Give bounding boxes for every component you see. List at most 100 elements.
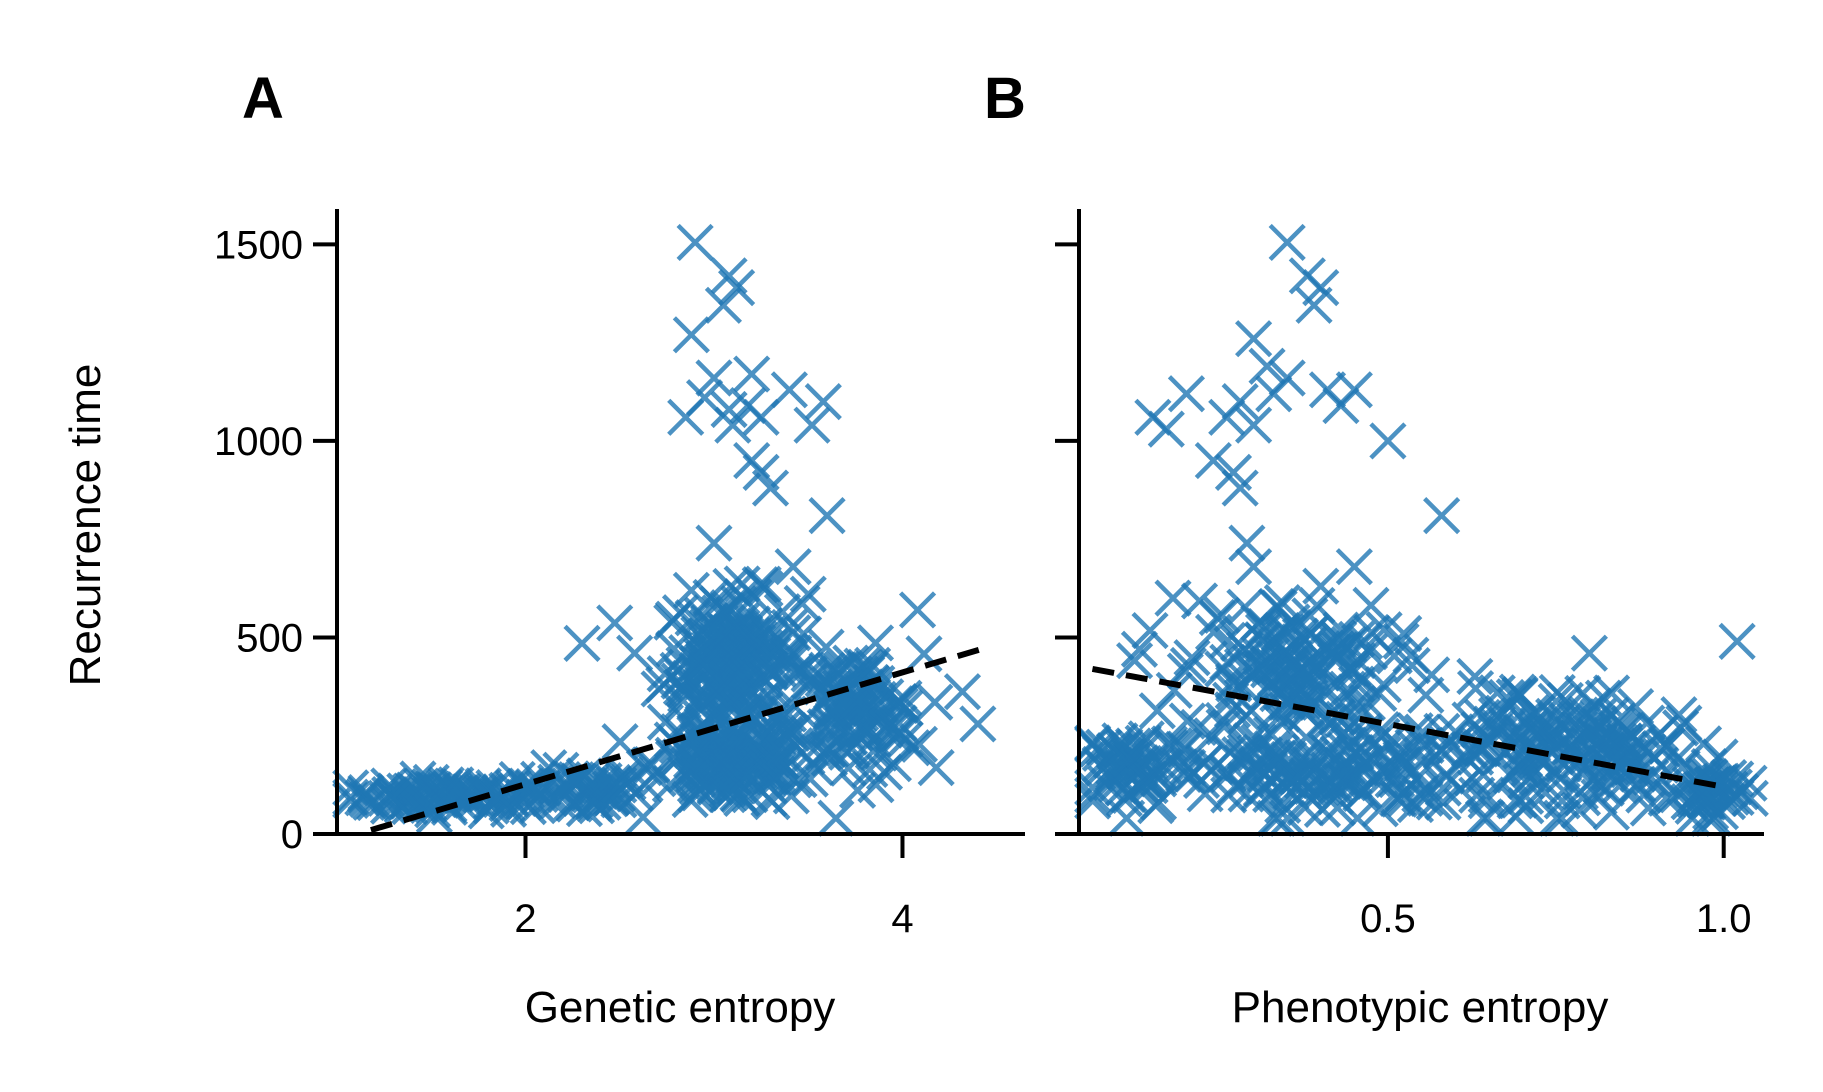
panel-b-point <box>1250 651 1288 689</box>
panel-b-point <box>1203 596 1241 634</box>
panel-a-point <box>743 745 781 783</box>
panel-b-point <box>1592 674 1631 712</box>
panel-a-point <box>959 705 997 743</box>
panel-a-point <box>606 756 644 794</box>
panel-a-point <box>667 398 705 436</box>
panel-b-point <box>1155 727 1194 765</box>
panel-b-point <box>1257 587 1296 626</box>
panel-a-point <box>710 257 748 295</box>
panel-a-point <box>774 548 812 586</box>
panel-b-point <box>1270 740 1308 779</box>
panel-b-point <box>1488 678 1526 717</box>
panel-a-point <box>751 469 790 507</box>
panel-a-point <box>817 799 855 837</box>
panel-b-point <box>1507 704 1545 742</box>
panel-b-point <box>1338 620 1376 658</box>
panel-b-point <box>1708 783 1747 821</box>
panel-b-x-tick-label: 0.5 <box>1360 897 1416 941</box>
panel-b-point <box>1155 671 1193 709</box>
panel-b-point <box>1378 779 1416 817</box>
panel-b-point <box>1413 656 1451 694</box>
panel-b-point <box>1322 386 1360 425</box>
panel-b-point <box>1255 375 1293 413</box>
panel-b-point <box>1131 611 1169 650</box>
panel-a-point <box>704 286 743 324</box>
panel-a-point <box>789 575 827 613</box>
panel-a-letter: A <box>242 66 284 131</box>
panel-b-point <box>1228 524 1266 562</box>
panel-a-point <box>718 269 756 307</box>
panel-b-point <box>1150 725 1188 763</box>
panel-a-point <box>857 766 895 804</box>
panel-b-point <box>1599 727 1637 765</box>
panel-a-point <box>675 756 713 794</box>
panel-b-x-tick-label: 1.0 <box>1696 897 1752 941</box>
panel-b-point <box>1467 782 1505 820</box>
panel-b-point <box>1256 799 1294 837</box>
panel-a-ticks: 0 500 1000 1500 2 4 <box>214 223 914 941</box>
panel-b-point <box>1295 286 1333 324</box>
panel-b-point <box>1259 739 1297 777</box>
panel-a-x-tick-label: 2 <box>514 897 536 941</box>
panel-b-point <box>1641 729 1679 768</box>
panel-b-point <box>1120 630 1159 668</box>
panel-b-point <box>1382 740 1420 778</box>
panel-a-point <box>708 771 746 809</box>
panel-a-point <box>695 524 733 562</box>
panel-b-point <box>1500 781 1539 819</box>
panel-b-point <box>1423 497 1461 535</box>
panel-a-point <box>703 619 741 657</box>
panel-b-point <box>1629 789 1667 827</box>
panel-a-y-tick-label: 1500 <box>214 223 303 267</box>
panel-a-point <box>672 316 710 354</box>
panel-a-point <box>684 645 722 683</box>
panel-b-point <box>1139 783 1178 821</box>
panel-a-point <box>808 497 846 535</box>
panel-b-point <box>1138 692 1176 730</box>
panel-a-fit-line <box>370 644 989 833</box>
panel-b-point <box>1226 588 1264 626</box>
panel-a-point <box>676 223 714 262</box>
panel-b-point <box>1660 696 1698 734</box>
panel-b-point <box>1360 674 1398 712</box>
panel-a-point <box>399 760 437 798</box>
panel-a-point <box>905 635 943 673</box>
panel-b-point <box>1352 586 1390 624</box>
panel-b-point <box>1422 732 1460 770</box>
panel-b-point <box>1537 682 1575 720</box>
panel-b-point <box>1369 422 1407 460</box>
panel-b-point <box>1582 767 1620 805</box>
panel-b-point <box>1186 775 1224 813</box>
panel-a-point <box>765 708 804 746</box>
panel-a-point <box>917 749 955 787</box>
panel-a-point <box>427 766 465 804</box>
panel-a-point <box>639 760 677 798</box>
panel-a-point <box>783 584 821 623</box>
panel-b-point <box>1288 653 1326 691</box>
panel-b-point <box>1292 614 1330 652</box>
panel-a-point <box>854 646 892 684</box>
panel-b-point <box>1674 787 1712 825</box>
panel-b-point <box>1329 764 1367 802</box>
panel-b-ticks: 0.5 1.0 <box>1055 242 1752 941</box>
panel-a-point <box>943 673 982 711</box>
panel-a-points <box>332 223 997 837</box>
panel-a-point <box>713 642 751 680</box>
panel-b-point <box>1085 728 1123 766</box>
panel-b-point <box>1212 681 1250 719</box>
panel-a-point <box>616 634 654 672</box>
panel-b-point <box>1204 650 1242 688</box>
panel-a-point <box>672 571 710 609</box>
panel-b-point <box>1424 783 1462 821</box>
panel-b-point <box>1676 781 1714 819</box>
panel-b-point <box>1268 223 1306 262</box>
panel-a-point <box>719 608 757 646</box>
panel-b-point <box>1335 548 1373 586</box>
panel-a-point <box>596 604 634 642</box>
panel-a-point <box>804 383 842 421</box>
panel-b-point <box>1235 406 1273 444</box>
panel-b-point <box>1575 687 1613 725</box>
panel-a-point <box>714 406 752 444</box>
panel-b-point <box>1164 730 1202 768</box>
panel-a-x-tick-label: 4 <box>891 897 913 941</box>
